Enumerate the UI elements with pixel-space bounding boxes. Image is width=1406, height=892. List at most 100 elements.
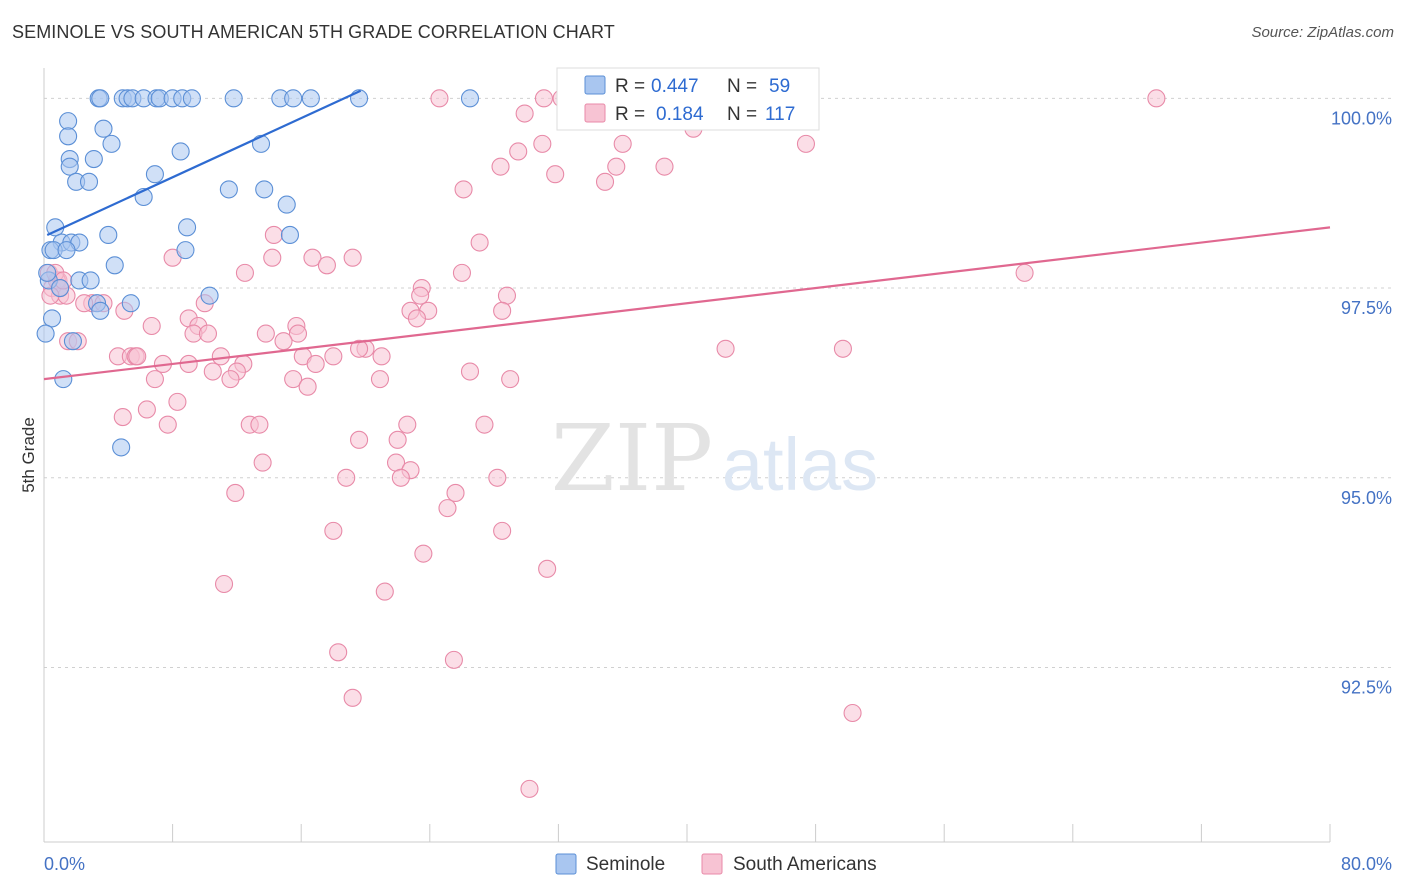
south-american-point <box>179 354 198 373</box>
south-american-point <box>214 574 234 594</box>
south-american-point <box>493 521 512 540</box>
south-american-point <box>263 248 282 267</box>
gridlines <box>44 97 1392 668</box>
seminole-point <box>121 294 140 313</box>
south-american-point <box>407 309 426 328</box>
south-american-point <box>226 483 245 502</box>
south-american-point <box>501 370 520 389</box>
y-axis-title: 5th Grade <box>19 417 38 493</box>
south-american-point <box>391 468 410 487</box>
south-american-point <box>145 370 164 389</box>
south-american-point <box>509 142 528 161</box>
watermark-atlas: atlas <box>722 423 878 506</box>
y-tick-label: 92.5% <box>1341 677 1392 697</box>
south-american-point <box>142 316 161 336</box>
south-american-point <box>796 134 816 153</box>
seminole-point <box>63 332 82 351</box>
south-american-point <box>533 134 552 153</box>
south-american-point <box>298 377 317 396</box>
watermark-zip: ZIP <box>551 405 713 512</box>
south-american-point <box>372 347 391 366</box>
y-tick-label: 97.5% <box>1341 298 1392 318</box>
seminole-point <box>284 89 303 108</box>
south-american-point <box>607 157 626 176</box>
south-american-point <box>1147 89 1166 108</box>
south-american-point <box>337 468 356 487</box>
south-american-point <box>113 408 132 427</box>
south-american-point <box>414 544 433 563</box>
south-american-point <box>520 779 539 798</box>
trendline-south-americans <box>43 226 1331 381</box>
south-american-point <box>128 347 147 366</box>
south-american-point <box>329 643 348 662</box>
seminole-point <box>176 241 195 260</box>
south-american-point <box>497 286 517 305</box>
source-credit: Source: ZipAtlas.com <box>1251 24 1394 41</box>
south-american-point <box>264 225 283 244</box>
seminole-point <box>60 157 79 176</box>
legend-swatch-seminole <box>555 853 577 875</box>
seminole-point <box>182 89 201 108</box>
seminole-point <box>200 286 219 305</box>
south-american-point <box>235 263 254 282</box>
trendline-seminole <box>46 89 362 236</box>
series-seminole <box>36 89 480 457</box>
south-american-point <box>288 324 308 343</box>
south-american-point <box>546 165 565 184</box>
series-south-americans <box>39 89 1166 798</box>
stats-seminole-n-label: N = <box>727 76 757 97</box>
south-american-point <box>411 286 430 305</box>
tick-labels: 92.5% 95.0% 97.5% 100.0% 0.0% 80.0% <box>44 108 1392 874</box>
stats-south-n-label: N = <box>727 104 757 125</box>
south-american-point <box>388 430 407 449</box>
seminole-point <box>57 241 76 260</box>
seminole-point <box>54 370 73 389</box>
seminole-point <box>251 134 271 153</box>
seminole-point <box>145 165 164 184</box>
stats-swatch-south <box>584 103 606 123</box>
south-american-point <box>613 134 632 153</box>
seminole-point <box>84 150 103 169</box>
seminole-point <box>460 89 480 108</box>
seminole-point <box>219 180 238 199</box>
south-american-point <box>1015 263 1034 282</box>
south-american-point <box>350 339 369 358</box>
stats-south-r-value: 0.184 <box>656 104 704 125</box>
legend-label-seminole: Seminole <box>586 854 665 875</box>
stats-seminole-r-value: 0.447 <box>651 76 699 97</box>
series-legend: Seminole South Americans <box>555 853 877 875</box>
south-american-point <box>833 339 852 358</box>
south-american-point <box>168 392 187 411</box>
south-american-point <box>274 332 293 351</box>
south-american-point <box>460 362 480 381</box>
y-tick-label: 95.0% <box>1341 488 1392 508</box>
south-american-point <box>253 453 272 472</box>
seminole-point <box>178 218 197 237</box>
seminole-point <box>301 89 320 108</box>
south-american-point <box>256 324 275 343</box>
seminole-point <box>280 225 299 244</box>
seminole-point <box>171 142 190 161</box>
seminole-point <box>94 119 113 138</box>
south-american-point <box>843 703 862 723</box>
stats-seminole-r-label: R = <box>615 76 645 97</box>
seminole-point <box>255 180 274 199</box>
south-american-point <box>221 370 240 389</box>
south-american-point <box>470 233 489 252</box>
x-tick-label-max: 80.0% <box>1341 854 1392 874</box>
seminole-point <box>79 172 99 191</box>
seminole-point <box>91 89 110 108</box>
south-american-point <box>158 415 177 434</box>
south-american-point <box>398 415 417 434</box>
south-american-point <box>515 104 534 123</box>
south-american-point <box>454 180 473 199</box>
south-american-point <box>538 559 557 578</box>
seminole-point <box>112 438 131 457</box>
south-american-point <box>370 370 390 389</box>
south-american-point <box>343 688 362 707</box>
chart-title: SEMINOLE VS SOUTH AMERICAN 5TH GRADE COR… <box>12 22 615 42</box>
seminole-point <box>51 279 70 298</box>
x-tick-label-min: 0.0% <box>44 854 85 874</box>
south-american-point <box>324 521 343 540</box>
